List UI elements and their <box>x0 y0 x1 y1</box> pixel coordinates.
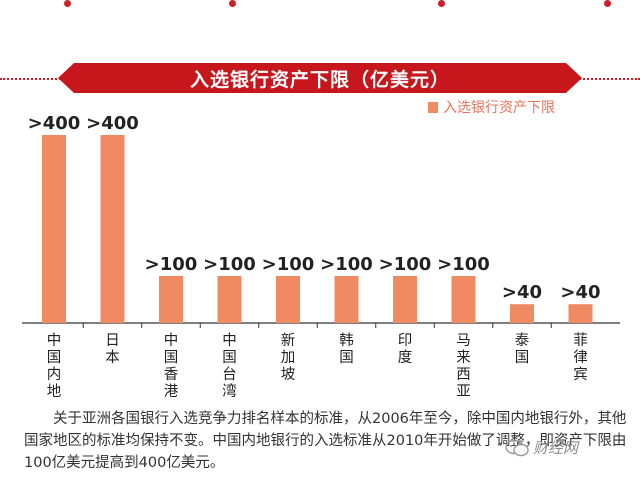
data-label: >400 <box>28 113 81 134</box>
data-label: >100 <box>262 254 315 275</box>
bar <box>568 304 593 323</box>
bar <box>159 276 183 323</box>
category-label: 泰国 <box>515 332 530 366</box>
category-label: 马来西亚 <box>456 332 471 400</box>
watermark-text: 财经网 <box>533 439 579 457</box>
bar <box>42 135 66 323</box>
data-label: >100 <box>437 254 490 275</box>
legend: 入选银行资产下限 <box>428 99 555 116</box>
data-label: >100 <box>203 254 256 275</box>
top-decoration <box>0 0 640 14</box>
legend-label: 入选银行资产下限 <box>443 100 555 116</box>
data-label: >100 <box>379 254 432 275</box>
category-label: 中国内地 <box>47 332 62 400</box>
bar-chart: >400 中国内地 >400 日本 >100 中国香港 >100 中国台湾 >100 新加坡 >10… <box>22 113 620 400</box>
category-label: 菲律宾 <box>573 332 588 383</box>
data-label: >100 <box>320 254 373 275</box>
decor-dot <box>604 0 611 7</box>
decor-dot <box>229 0 236 7</box>
legend-swatch <box>428 101 438 113</box>
watermark: 财经网 <box>505 437 578 458</box>
wechat-icon <box>505 439 529 456</box>
bar <box>451 276 476 323</box>
chart-title: 入选银行资产下限（亿美元） <box>189 68 450 91</box>
category-label: 中国香港 <box>164 332 179 400</box>
data-label: >40 <box>502 282 542 303</box>
data-label: >400 <box>86 113 139 134</box>
title-banner: 入选银行资产下限（亿美元） <box>58 63 582 93</box>
footnote: 关于亚洲各国银行入选竞争力排名样本的标准，从2006年至今，除中国内地银行外，其… <box>24 411 627 471</box>
category-label: 日本 <box>105 333 120 366</box>
bar <box>393 276 417 323</box>
category-label: 中国台湾 <box>222 332 237 400</box>
bar <box>100 135 125 323</box>
bar <box>334 276 359 323</box>
decor-dot <box>64 0 71 7</box>
decor-dot <box>438 0 445 7</box>
data-label: >40 <box>560 282 600 303</box>
bar <box>217 276 242 323</box>
category-label: 印度 <box>398 332 413 366</box>
category-label: 新加坡 <box>281 332 296 383</box>
category-label: 韩国 <box>339 332 354 366</box>
data-label: >100 <box>145 254 198 275</box>
bar <box>510 304 534 323</box>
bar <box>276 276 300 323</box>
